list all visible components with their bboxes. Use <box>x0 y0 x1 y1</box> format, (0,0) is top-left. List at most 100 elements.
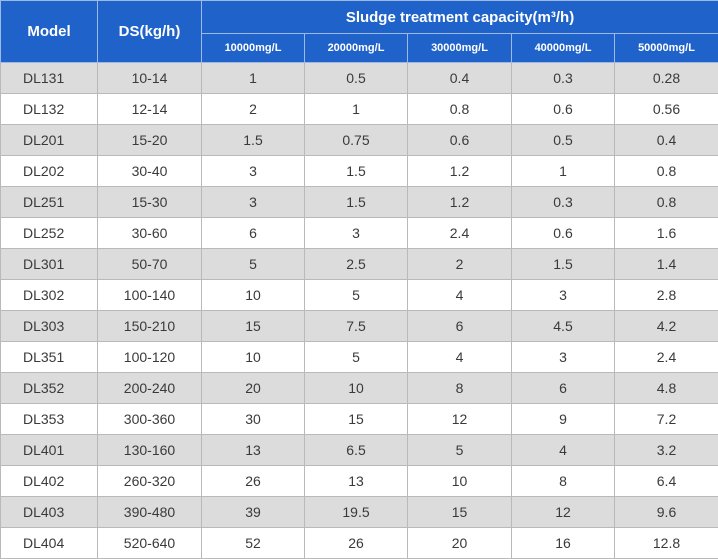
cell-capacity: 52 <box>202 528 305 559</box>
header-model: Model <box>1 1 98 63</box>
cell-capacity: 10 <box>202 342 305 373</box>
cell-capacity: 20 <box>202 373 305 404</box>
cell-ds: 15-30 <box>98 187 202 218</box>
cell-capacity: 9.6 <box>615 497 718 528</box>
cell-model: DL302 <box>1 280 98 311</box>
cell-capacity: 0.56 <box>615 94 718 125</box>
header-conc-50000: 50000mg/L <box>615 34 718 63</box>
cell-capacity: 6 <box>202 218 305 249</box>
cell-capacity: 6.4 <box>615 466 718 497</box>
cell-capacity: 0.8 <box>408 94 512 125</box>
cell-capacity: 4 <box>512 435 615 466</box>
cell-ds: 12-14 <box>98 94 202 125</box>
cell-capacity: 9 <box>512 404 615 435</box>
cell-capacity: 1.5 <box>202 125 305 156</box>
cell-capacity: 0.75 <box>305 125 408 156</box>
cell-model: DL202 <box>1 156 98 187</box>
cell-capacity: 5 <box>305 342 408 373</box>
cell-capacity: 15 <box>408 497 512 528</box>
cell-capacity: 12.8 <box>615 528 718 559</box>
cell-model: DL352 <box>1 373 98 404</box>
header-conc-10000: 10000mg/L <box>202 34 305 63</box>
cell-capacity: 1.5 <box>512 249 615 280</box>
cell-capacity: 10 <box>305 373 408 404</box>
cell-capacity: 0.5 <box>512 125 615 156</box>
cell-ds: 150-210 <box>98 311 202 342</box>
cell-capacity: 6.5 <box>305 435 408 466</box>
cell-capacity: 15 <box>202 311 305 342</box>
cell-capacity: 5 <box>202 249 305 280</box>
cell-ds: 390-480 <box>98 497 202 528</box>
cell-capacity: 1.2 <box>408 187 512 218</box>
cell-capacity: 4.5 <box>512 311 615 342</box>
cell-capacity: 3 <box>305 218 408 249</box>
cell-capacity: 2.4 <box>408 218 512 249</box>
header-capacity: Sludge treatment capacity(m³/h) <box>202 1 718 34</box>
cell-model: DL402 <box>1 466 98 497</box>
cell-ds: 10-14 <box>98 63 202 94</box>
cell-model: DL301 <box>1 249 98 280</box>
cell-capacity: 1.2 <box>408 156 512 187</box>
cell-capacity: 0.3 <box>512 63 615 94</box>
header-conc-20000: 20000mg/L <box>305 34 408 63</box>
cell-capacity: 1.5 <box>305 156 408 187</box>
cell-model: DL404 <box>1 528 98 559</box>
cell-capacity: 1 <box>202 63 305 94</box>
cell-capacity: 1.5 <box>305 187 408 218</box>
cell-capacity: 2.5 <box>305 249 408 280</box>
cell-capacity: 0.6 <box>512 218 615 249</box>
cell-capacity: 1 <box>305 94 408 125</box>
cell-capacity: 20 <box>408 528 512 559</box>
cell-capacity: 3 <box>202 156 305 187</box>
cell-capacity: 4 <box>408 342 512 373</box>
cell-capacity: 12 <box>408 404 512 435</box>
cell-capacity: 0.6 <box>512 94 615 125</box>
header-ds: DS(kg/h) <box>98 1 202 63</box>
cell-capacity: 1 <box>512 156 615 187</box>
cell-capacity: 2.8 <box>615 280 718 311</box>
cell-capacity: 10 <box>202 280 305 311</box>
cell-capacity: 7.5 <box>305 311 408 342</box>
cell-capacity: 30 <box>202 404 305 435</box>
cell-ds: 30-40 <box>98 156 202 187</box>
cell-ds: 50-70 <box>98 249 202 280</box>
cell-capacity: 2 <box>202 94 305 125</box>
header-conc-40000: 40000mg/L <box>512 34 615 63</box>
cell-capacity: 0.28 <box>615 63 718 94</box>
cell-capacity: 26 <box>202 466 305 497</box>
cell-model: DL252 <box>1 218 98 249</box>
cell-capacity: 8 <box>512 466 615 497</box>
cell-capacity: 0.3 <box>512 187 615 218</box>
cell-capacity: 8 <box>408 373 512 404</box>
cell-model: DL251 <box>1 187 98 218</box>
cell-capacity: 0.8 <box>615 156 718 187</box>
cell-model: DL131 <box>1 63 98 94</box>
cell-capacity: 3 <box>512 342 615 373</box>
cell-model: DL353 <box>1 404 98 435</box>
cell-capacity: 3.2 <box>615 435 718 466</box>
cell-capacity: 16 <box>512 528 615 559</box>
cell-capacity: 3 <box>512 280 615 311</box>
cell-capacity: 5 <box>305 280 408 311</box>
cell-capacity: 4 <box>408 280 512 311</box>
cell-capacity: 12 <box>512 497 615 528</box>
cell-capacity: 6 <box>408 311 512 342</box>
cell-ds: 260-320 <box>98 466 202 497</box>
table-header: Model DS(kg/h) Sludge treatment capacity… <box>1 1 718 63</box>
cell-capacity: 2.4 <box>615 342 718 373</box>
cell-ds: 130-160 <box>98 435 202 466</box>
cell-capacity: 26 <box>305 528 408 559</box>
header-conc-30000: 30000mg/L <box>408 34 512 63</box>
